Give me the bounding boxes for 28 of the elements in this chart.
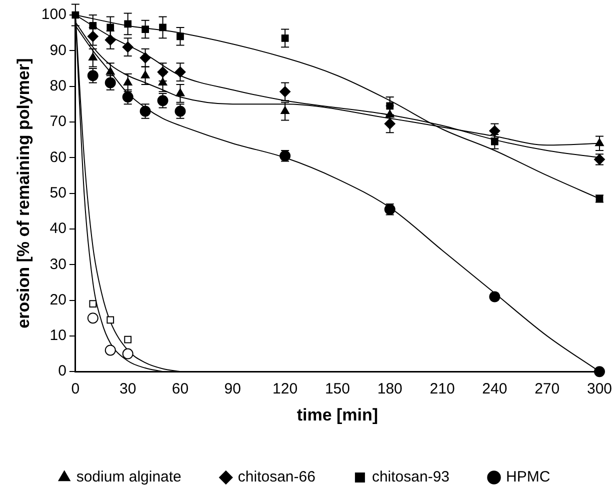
legend-label: chitosan-66 <box>238 468 316 486</box>
x-tick-label: 150 <box>324 380 350 398</box>
x-tick-label: 30 <box>119 380 136 398</box>
x-tick-label: 90 <box>224 380 241 398</box>
x-tick-label: 180 <box>377 380 402 398</box>
x-tick-label: 60 <box>172 380 189 398</box>
x-axis-title: time [min] <box>296 405 378 424</box>
x-tick-label: 270 <box>534 380 560 398</box>
legend-label: sodium alginate <box>76 468 182 486</box>
y-tick-label: 20 <box>50 291 66 308</box>
y-tick-label: 90 <box>50 42 66 59</box>
legend-label: chitosan-93 <box>372 468 450 486</box>
y-tick-label: 30 <box>50 256 66 273</box>
y-axis-title: erosion [% of remaining polymer] <box>14 58 33 328</box>
x-tick-label: 240 <box>482 380 508 398</box>
y-tick-label: 40 <box>50 220 66 238</box>
y-tick-label: 10 <box>50 327 66 344</box>
x-tick-label: 0 <box>71 380 80 398</box>
y-tick-label: 60 <box>50 148 66 166</box>
y-tick-label: 50 <box>50 184 66 202</box>
x-tick-label: 120 <box>272 380 298 398</box>
legend-label: HPMC <box>506 468 550 486</box>
y-tick-label: 80 <box>50 77 66 94</box>
x-tick-label: 300 <box>586 380 612 398</box>
x-tick-label: 210 <box>430 380 455 398</box>
y-tick-label: 0 <box>58 362 66 380</box>
y-tick-label: 70 <box>50 113 66 130</box>
y-tick-label: 100 <box>41 6 66 24</box>
